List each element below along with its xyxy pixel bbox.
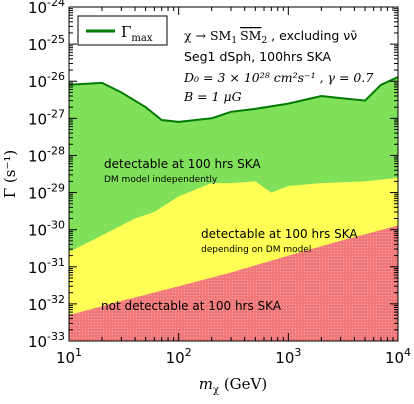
y-tick-label: 10-28	[28, 144, 65, 165]
annotation-target: Seg1 dSph, 100hrs SKA	[184, 49, 331, 64]
green-region-label: detectable at 100 hrs SKA	[104, 157, 261, 171]
y-tick-label: 10-30	[28, 219, 65, 240]
y-tick-label: 10-29	[28, 182, 65, 203]
x-tick-label: 104	[385, 346, 411, 367]
x-tick-label: 101	[56, 346, 82, 367]
y-tick-label: 10-26	[28, 70, 65, 91]
y-tick-label: 10-33	[28, 330, 65, 351]
gamma-max-line	[69, 76, 398, 123]
x-tick-labels: 101 102 103 104	[56, 346, 411, 367]
red-region-texture	[69, 225, 398, 341]
yellow-region-label: detectable at 100 hrs SKA	[201, 227, 358, 241]
y-tick-labels: 10-24 10-25 10-26 10-27 10-28 10-29 10-30 10-31…	[28, 0, 65, 351]
green-region-sublabel: DM model independently	[104, 175, 218, 185]
legend-label: Γmax	[121, 23, 153, 44]
annotation-field: B = 1 μG	[183, 89, 242, 104]
annotation-block: χ → SM1 SM2 , excluding νν̄ Seg1 dSph, 10…	[183, 28, 373, 104]
y-tick-label: 10-27	[28, 107, 65, 128]
axis-ticks	[68, 6, 399, 342]
yellow-region-sublabel: depending on DM model	[201, 245, 311, 255]
legend: Γmax	[77, 15, 168, 46]
x-axis-label: mχ (GeV)	[199, 375, 267, 396]
annotation-diffusion: D₀ = 3 × 10²⁸ cm²s⁻¹ , γ = 0.7	[183, 70, 373, 85]
y-tick-label: 10-32	[28, 293, 65, 314]
y-tick-label: 10-25	[28, 33, 65, 54]
red-region-label: not detectable at 100 hrs SKA	[101, 299, 282, 313]
x-tick-label: 102	[166, 346, 192, 367]
plot-frame	[68, 6, 399, 342]
annotation-process: χ → SM1 SM2 , excluding νν̄	[184, 28, 357, 46]
y-tick-label: 10-24	[28, 0, 65, 17]
x-tick-label: 103	[275, 346, 301, 367]
y-axis-label: Γ (s⁻¹)	[1, 150, 19, 199]
y-tick-label: 10-31	[28, 256, 65, 277]
